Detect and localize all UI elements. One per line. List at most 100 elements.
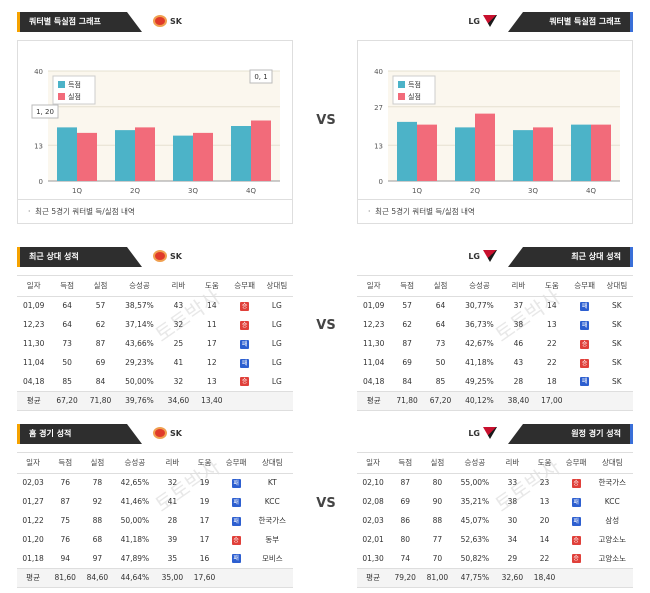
table-cell: 승 [569,353,601,372]
bar-concede [77,132,97,181]
table-cell: SK [612,320,622,329]
home-table: 일자 득점 실점 승성공 리바 도움 승무패 상대팀 02,03 76 78 42,65% 32 19 패 K… [17,453,293,588]
bar-score [173,135,193,181]
accent-bar [17,247,20,267]
bar-score [397,121,417,181]
team-label: SK [153,427,182,439]
left-recent-panel: 최근 상대 성적 SK 일자 득점 실점 승성공 리바 도움 승무패 상대팀 01,09 64 57… [17,247,293,411]
lg-logo-icon [483,250,497,262]
table-cell: 81,60 [49,567,82,588]
legend-swatch [58,81,65,88]
vs-label: VS [316,496,336,511]
table-row: 02,03 76 78 42,65% 32 19 패 KT [17,473,293,492]
table-cell: 41,18% [120,535,150,544]
table-cell: 28 [513,376,524,386]
table-cell: 19 [199,497,210,506]
table-cell: 22 [539,553,550,563]
bar-score [57,127,77,181]
tooltip: 0, 1 [249,69,273,84]
table-cell: 35 [167,553,178,563]
table-cell: KCC [264,497,280,506]
table-header-row: 일자 득점 실점 승성공 리바 도움 승무패 상대팀 [357,453,633,474]
table-cell: 20 [539,516,550,525]
x-tick-label: 1Q [412,187,422,195]
table-cell: 모비스 [261,553,283,563]
table-cell: 25 [173,339,184,348]
table-cell: 87 [402,339,412,348]
table-cell: 11,30 [362,339,385,348]
table-cell: 84 [402,376,412,386]
result-badge: 패 [571,516,581,526]
left-home-panel: 홈 경기 성적 SK 일자 득점 실점 승성공 리바 도움 승무패 상대팀 02,03 76 78 4… [17,424,293,588]
table-cell: 패 [569,296,601,315]
x-tick-label: 1Q [72,187,82,195]
result-badge: 패 [231,478,241,488]
table-cell: 28 [167,516,178,525]
table-cell: 승 [221,530,252,549]
quarter-chart: 01327401Q2Q3Q4Q득점실점1, 200, 1 [17,40,293,200]
lg-logo-icon [483,427,497,439]
table-cell: 01,30 [362,553,384,563]
bar-concede [193,132,213,181]
tooltip-text: 0, 1 [254,73,267,81]
table-cell: 41 [167,497,178,506]
table-cell: 84,60 [81,567,114,588]
table-cell [568,390,601,411]
column-header: 리바 [496,453,529,474]
column-header: 도움 [528,453,561,474]
table-cell: 32 [173,320,184,329]
table-cell: LG [271,320,282,329]
table-cell: 70 [432,553,443,563]
table-cell: 79,20 [389,567,422,588]
table-cell: 36,73% [465,320,494,329]
table-row: 02,01 80 77 52,63% 34 14 승 고양소노 [357,530,633,549]
table-row: 11,30 87 73 42,67% 46 22 승 SK [357,334,633,353]
table-cell: 50,00% [125,376,154,386]
table-cell: 34,60 [161,390,196,411]
bar-score [513,130,533,181]
table-cell: 57 [402,301,412,311]
average-row: 평균 71,80 67,20 40,12% 38,40 17,00 [357,390,633,411]
table-cell: 11 [207,320,217,329]
table-cell: 고양소노 [598,553,627,563]
table-cell: 22 [547,339,557,348]
section-title: 최근 상대 성적 [17,247,142,267]
table-cell: 84 [95,376,106,386]
section-header: 최근 상대 성적 LG [357,247,633,267]
table-cell: 18 [547,376,557,386]
tooltip-text: 1, 20 [36,108,54,116]
right-recent-panel: 최근 상대 성적 LG 일자 득점 실점 승성공 리바 도움 승무패 상대팀 01,09 57 64… [357,247,633,411]
table-cell: 02,03 [362,516,384,525]
table-cell: 패 [221,473,252,492]
team-label: LG [468,250,497,262]
column-header: 득점 [50,276,84,297]
table-cell: 13 [547,320,557,329]
table-header-row: 일자 득점 실점 승성공 리바 도움 승무패 상대팀 [357,276,633,297]
table-cell: 35,21% [460,497,490,506]
column-header: 상대팀 [260,276,293,297]
result-badge: 패 [580,320,590,330]
table-cell: 17,60 [188,567,221,588]
y-tick-label: 13 [374,142,383,150]
result-badge: 패 [240,358,250,368]
table-cell: KT [267,478,277,488]
y-tick-label: 40 [34,68,43,76]
table-cell: 67,20 [423,390,458,411]
accent-bar [17,12,20,32]
table-cell: 67,20 [50,390,84,411]
table-cell: 23 [539,478,550,488]
table-cell: 11,30 [22,339,45,348]
average-row: 평균 67,20 71,80 39,76% 34,60 13,40 [17,390,293,411]
team-label: SK [153,15,182,27]
x-tick-label: 4Q [246,187,256,195]
table-cell: 78 [92,478,103,488]
table-cell: 04,18 [22,376,45,386]
column-header: 승성공 [453,453,497,474]
table-cell: 17 [199,516,210,525]
tooltip-box [249,69,273,84]
result-badge: 승 [240,301,250,311]
table-cell: 74 [400,553,410,563]
table-cell: 87 [95,339,106,348]
tooltip-box [31,104,59,119]
